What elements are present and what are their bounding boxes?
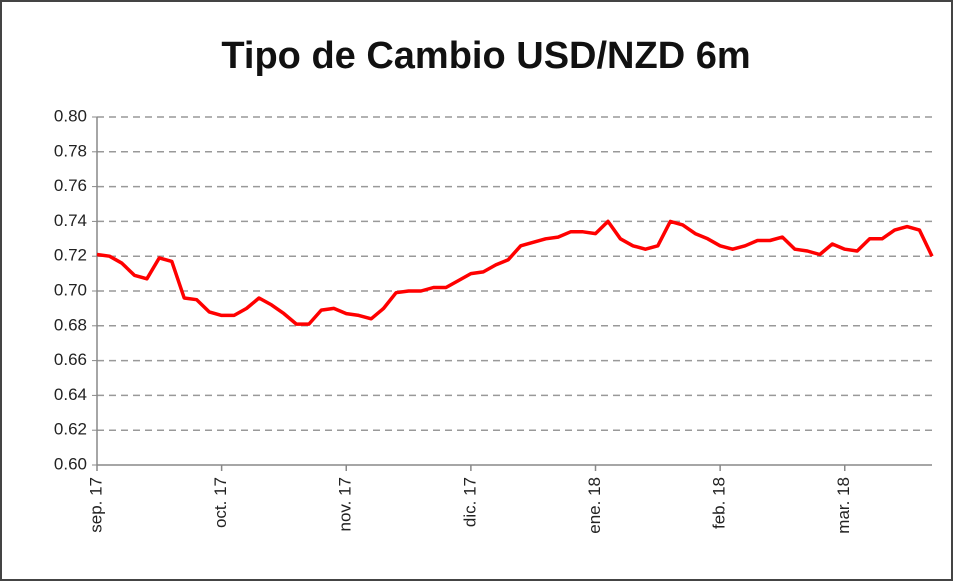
x-tick-label: sep. 17	[86, 477, 105, 533]
y-tick-label: 0.76	[54, 176, 87, 195]
x-tick-label: nov. 17	[336, 477, 355, 532]
y-tick-label: 0.60	[54, 454, 87, 473]
x-tick-label: ene. 18	[585, 477, 604, 534]
chart-title: Tipo de Cambio USD/NZD 6m	[221, 35, 750, 77]
x-tick-label: mar. 18	[834, 477, 853, 534]
y-tick-label: 0.78	[54, 141, 87, 160]
y-tick-label: 0.62	[54, 420, 87, 439]
x-tick-label: oct. 17	[211, 477, 230, 528]
line	[96, 219, 934, 326]
x-tick-label: dic. 17	[460, 477, 479, 527]
y-tick-label: 0.70	[54, 280, 87, 299]
x-tick-label: feb. 18	[710, 477, 729, 529]
y-tick-label: 0.72	[54, 246, 87, 265]
y-tick-label: 0.68	[54, 315, 87, 334]
y-tick-label: 0.80	[54, 106, 87, 125]
y-tick-label: 0.64	[54, 385, 87, 404]
y-tick-label: 0.66	[54, 350, 87, 369]
y-tick-label: 0.74	[54, 211, 87, 230]
